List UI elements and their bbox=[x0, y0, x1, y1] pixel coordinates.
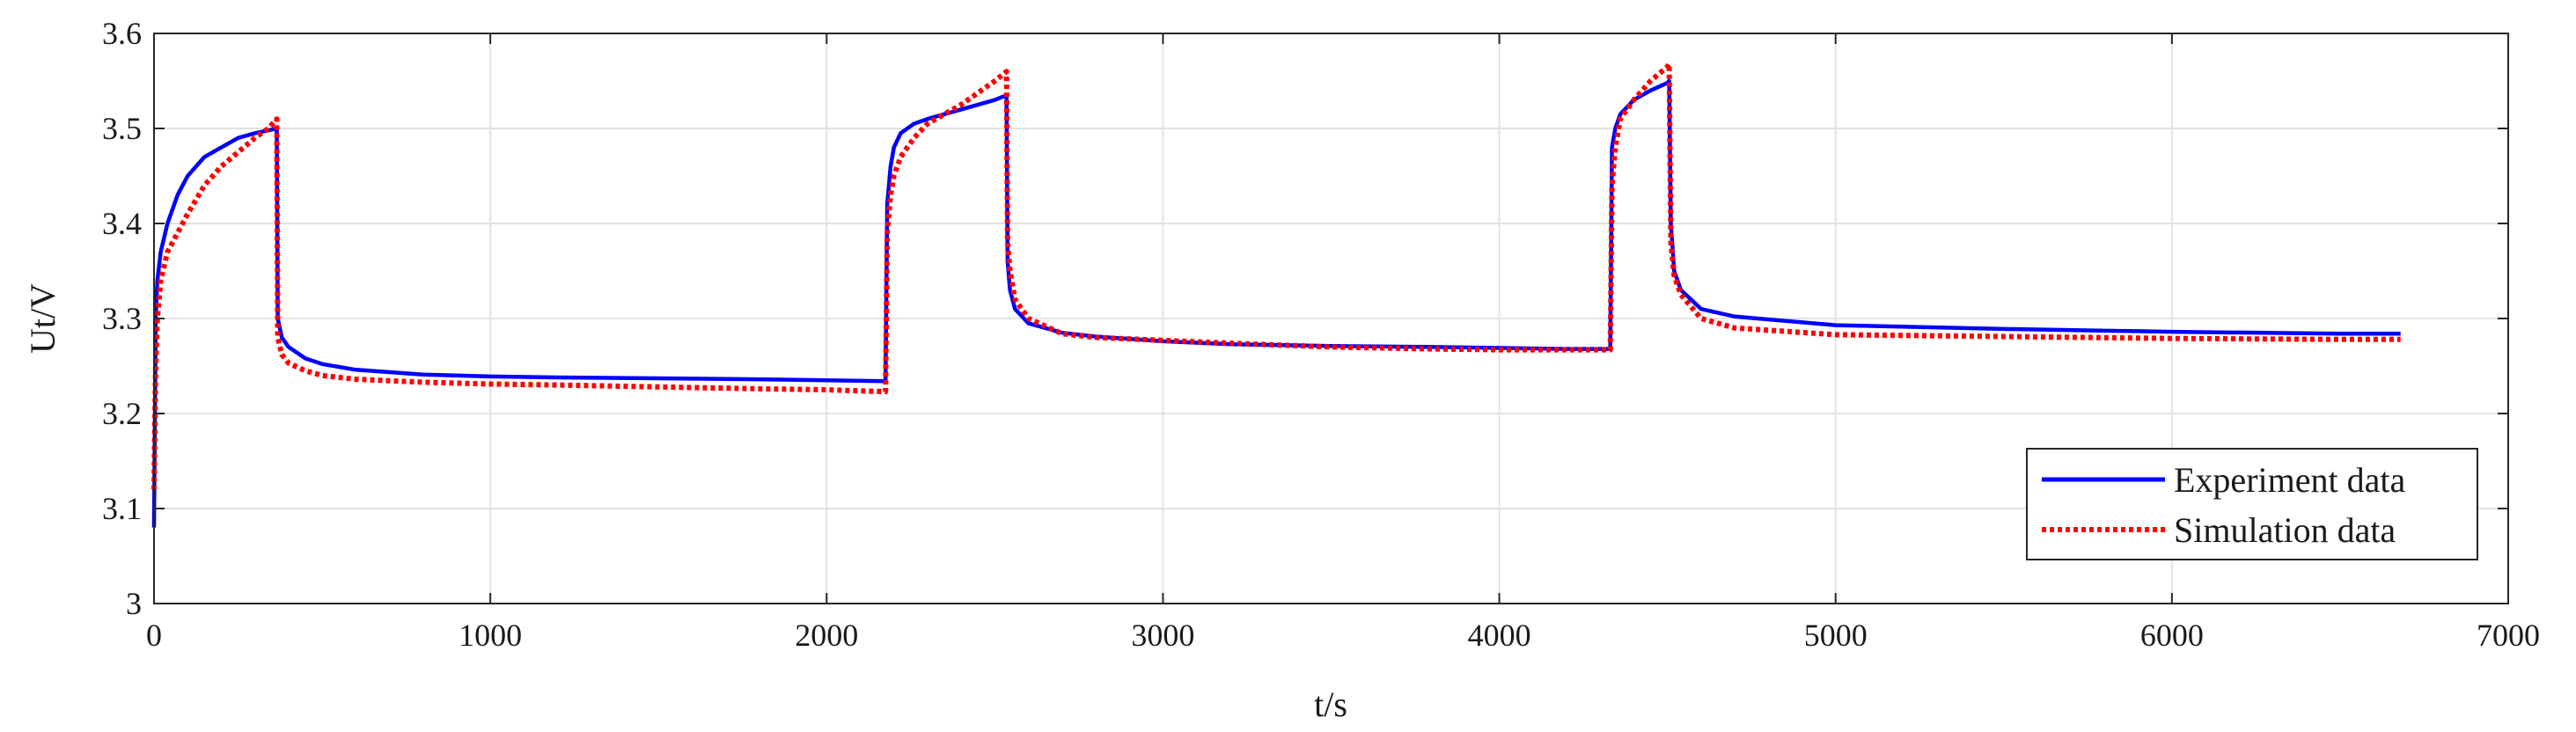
x-tick-label: 2000 bbox=[795, 618, 858, 653]
grid bbox=[154, 33, 2508, 604]
y-axis-ticks: 3 3.1 3.2 3.3 3.4 3.5 3.6 bbox=[102, 16, 2508, 621]
series-line-experiment bbox=[151, 78, 2401, 528]
legend-label-simulation: Simulation data bbox=[2174, 510, 2396, 550]
x-tick-label: 4000 bbox=[1468, 618, 1531, 653]
x-tick-label: 1000 bbox=[459, 618, 522, 653]
y-tick-label: 3.6 bbox=[102, 16, 142, 51]
x-axis-ticks: 0 1000 2000 3000 4000 5000 6000 7000 bbox=[146, 33, 2540, 653]
y-axis-label: Ut/V bbox=[23, 283, 62, 354]
x-tick-label: 5000 bbox=[1804, 618, 1868, 653]
legend-label-experiment: Experiment data bbox=[2174, 460, 2405, 500]
y-tick-label: 3.2 bbox=[102, 396, 142, 431]
legend: Experiment data Simulation data bbox=[2026, 448, 2478, 560]
series-group bbox=[151, 61, 2401, 528]
x-axis-label: t/s bbox=[1314, 684, 1347, 724]
x-tick-label: 3000 bbox=[1131, 618, 1194, 653]
series-line-simulation bbox=[151, 61, 2401, 490]
y-tick-label: 3.1 bbox=[102, 491, 142, 526]
legend-box bbox=[2026, 448, 2478, 560]
y-tick-label: 3 bbox=[126, 586, 142, 621]
y-tick-label: 3.3 bbox=[102, 301, 142, 336]
y-tick-label: 3.5 bbox=[102, 111, 142, 146]
x-tick-label: 6000 bbox=[2140, 618, 2204, 653]
x-tick-label: 7000 bbox=[2477, 618, 2540, 653]
y-tick-label: 3.4 bbox=[102, 206, 142, 241]
x-tick-label: 0 bbox=[146, 618, 162, 653]
